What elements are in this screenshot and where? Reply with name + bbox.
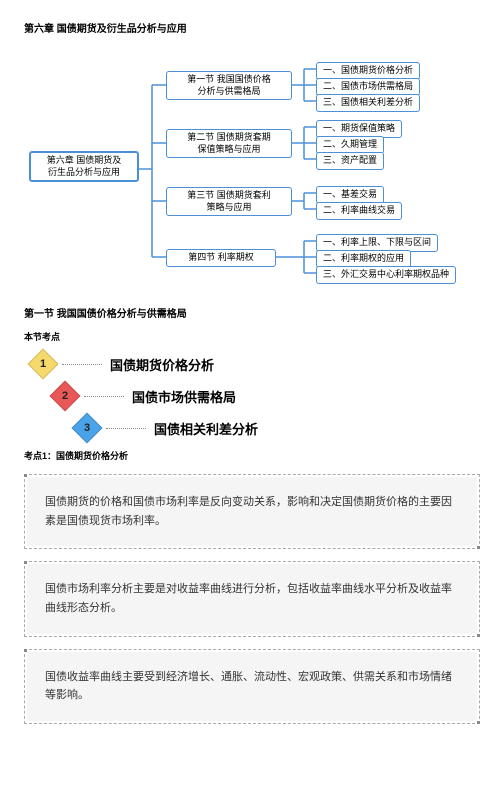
- diamond-marker-1: 1: [27, 348, 58, 379]
- info-box-wrap: 国债市场利率分析主要是对收益率曲线进行分析，包括收益率曲线水平分析及收益率曲线形…: [24, 561, 480, 636]
- diagram-item: 三、国债相关利差分析: [316, 94, 420, 112]
- diagram-item: 二、利率曲线交易: [316, 202, 402, 220]
- points-intro: 本节考点: [24, 330, 480, 343]
- info-box-3: 国债收益率曲线主要受到经济增长、通胀、流动性、宏观政策、供需关系和市场情绪等影响…: [27, 652, 477, 721]
- diagram-item: 三、外汇交易中心利率期权品种: [316, 266, 456, 284]
- key-point-text: 国债相关利差分析: [154, 419, 258, 438]
- diagram-section-3: 第三节 国债期货套利 策略与应用: [166, 187, 292, 216]
- key-point-text: 国债市场供需格局: [132, 387, 236, 406]
- mindmap-diagram: 第六章 国债期货及 衍生品分析与应用 第一节 我国国债价格 分析与供需格局 第二…: [24, 49, 484, 289]
- diagram-section-1: 第一节 我国国债价格 分析与供需格局: [166, 71, 292, 100]
- diagram-root: 第六章 国债期货及 衍生品分析与应用: [29, 151, 139, 182]
- key-point-3: 3 国债相关利差分析: [76, 417, 480, 439]
- key-point-text: 国债期货价格分析: [110, 355, 214, 374]
- diamond-marker-3: 3: [71, 412, 102, 443]
- diagram-item: 三、资产配置: [316, 152, 384, 170]
- dotted-connector: [84, 396, 124, 397]
- diamond-marker-2: 2: [49, 380, 80, 411]
- section-heading: 第一节 我国国债价格分析与供需格局: [24, 305, 480, 320]
- chapter-title: 第六章 国债期货及衍生品分析与应用: [24, 20, 480, 35]
- dotted-connector: [106, 428, 146, 429]
- key-point-2: 2 国债市场供需格局: [54, 385, 480, 407]
- info-boxes: 国债期货的价格和国债市场利率是反向变动关系，影响和决定国债期货价格的主要因素是国…: [24, 474, 480, 724]
- key-point-1: 1 国债期货价格分析: [32, 353, 480, 375]
- diagram-section-2: 第二节 国债期货套期 保值策略与应用: [166, 129, 292, 158]
- info-box-2: 国债市场利率分析主要是对收益率曲线进行分析，包括收益率曲线水平分析及收益率曲线形…: [27, 564, 477, 633]
- diagram-section-4: 第四节 利率期权: [166, 249, 276, 267]
- key-points-list: 1 国债期货价格分析 2 国债市场供需格局 3 国债相关利差分析: [32, 353, 480, 439]
- dotted-connector: [62, 364, 102, 365]
- kaodian-heading: 考点1：国债期货价格分析: [24, 449, 480, 462]
- info-box-1: 国债期货的价格和国债市场利率是反向变动关系，影响和决定国债期货价格的主要因素是国…: [27, 477, 477, 546]
- info-box-wrap: 国债期货的价格和国债市场利率是反向变动关系，影响和决定国债期货价格的主要因素是国…: [24, 474, 480, 549]
